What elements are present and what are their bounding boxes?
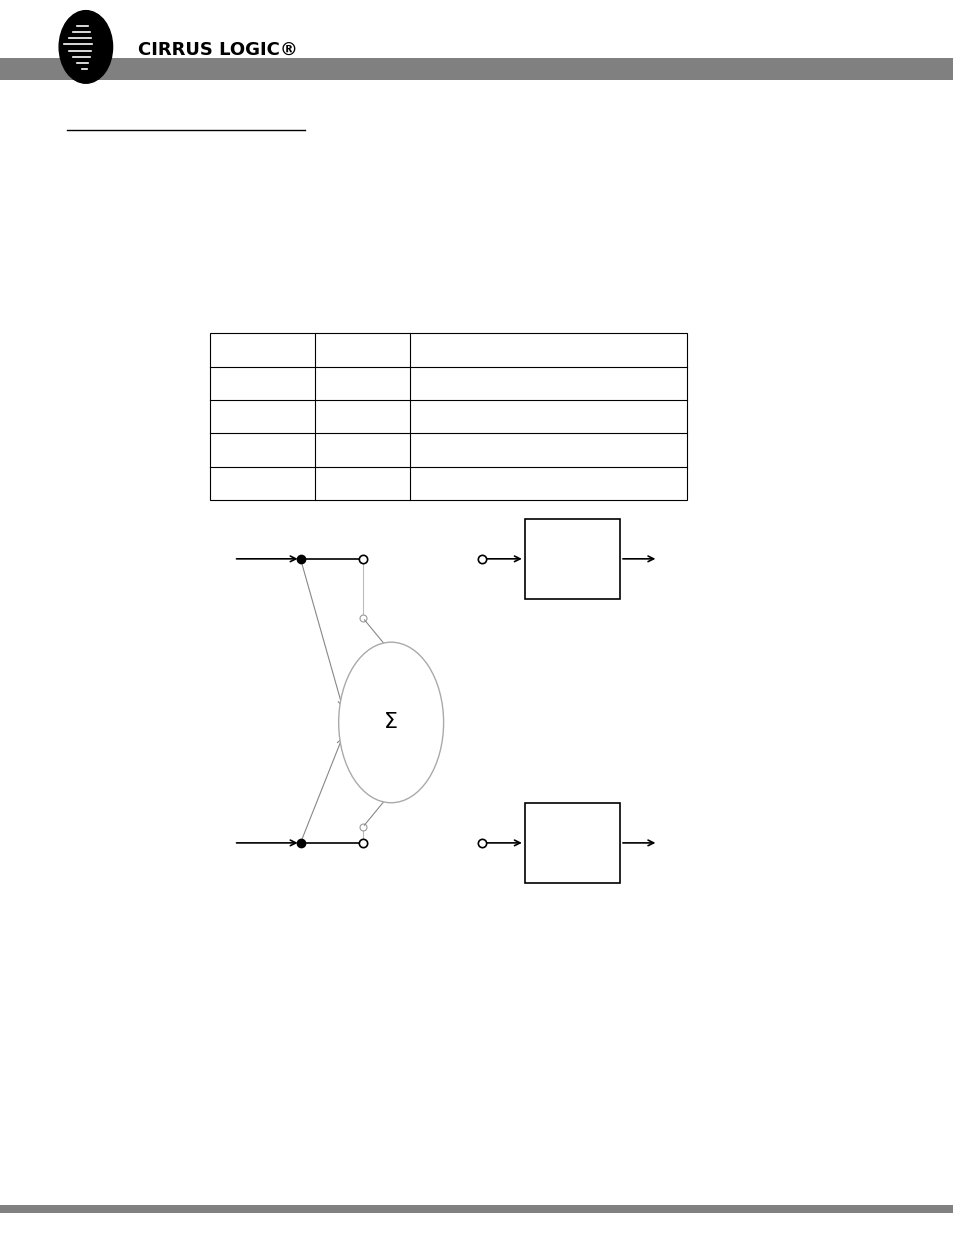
Text: CIRRUS LOGIC®: CIRRUS LOGIC® bbox=[138, 41, 298, 58]
Bar bbox=[524, 519, 619, 599]
Ellipse shape bbox=[338, 642, 443, 803]
Bar bbox=[0, 58, 953, 80]
Bar bbox=[210, 333, 686, 500]
Bar bbox=[0, 1205, 953, 1213]
Bar bbox=[524, 803, 619, 883]
Ellipse shape bbox=[59, 11, 112, 83]
Text: Σ: Σ bbox=[384, 713, 397, 732]
